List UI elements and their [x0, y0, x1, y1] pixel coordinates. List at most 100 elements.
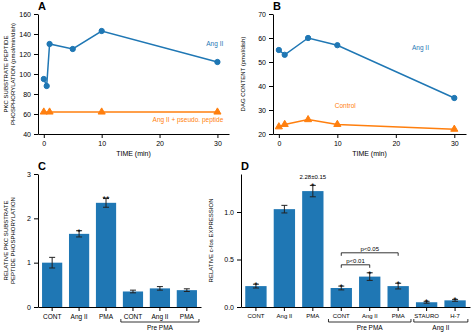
x-axis-tick: PMA [392, 307, 405, 319]
bar [69, 234, 89, 307]
x-axis-tick-label: Ang II [71, 313, 88, 321]
y-axis-tick-label: 3 [27, 171, 31, 178]
y-axis-label: DAG CONTENT (pmol/dish) [240, 37, 246, 112]
y-axis-tick-label: 0.0 [224, 304, 234, 311]
x-axis-tick-mark [341, 307, 342, 311]
x-axis-line [39, 307, 202, 308]
y-axis-tick-label: 0 [27, 304, 31, 311]
series-line [44, 111, 218, 113]
x-axis-tick: CONT [333, 307, 350, 319]
x-axis-tick: 0 [42, 134, 46, 147]
x-axis-tick-mark [312, 307, 313, 311]
y-axis: 0.00.51.0 [224, 175, 241, 311]
y-axis-line [38, 15, 39, 135]
x-axis-tick-label: 30 [214, 140, 222, 147]
plot-area [275, 35, 458, 131]
x-axis-tick-label: CONT [124, 313, 142, 320]
y-axis-tick-label: 70 [258, 11, 266, 18]
error-bar [130, 290, 136, 293]
y-axis-line [273, 15, 274, 135]
y-axis-tick: 70 [258, 11, 273, 18]
x-axis-tick: PMA [99, 307, 114, 320]
bar [123, 291, 143, 307]
x-axis-tick-label: 20 [392, 140, 400, 147]
bar [42, 263, 62, 307]
series-marker [335, 43, 340, 48]
x-axis-tick-mark [426, 307, 427, 311]
x-axis-tick: 0 [277, 134, 281, 147]
y-axis-tick: 0 [27, 304, 38, 311]
y-axis-tick-label: 30 [258, 107, 266, 114]
x-axis-tick-label: 0 [277, 140, 281, 147]
y-axis-label-line: PHOSPHORYLATION (pmol/min/dish) [10, 23, 16, 125]
plot-area [40, 28, 221, 114]
x-axis-tick-mark [132, 307, 133, 311]
series-marker [70, 46, 75, 51]
panel: D0.00.51.0RELATIVE c-fos EXPRESSIONCONTA… [208, 160, 471, 332]
x-axis-tick-mark [396, 134, 397, 138]
y-axis-tick: 40 [258, 83, 273, 90]
y-axis-tick: 140 [19, 31, 38, 38]
series-marker [214, 108, 221, 114]
x-axis-tick-mark [106, 307, 107, 311]
x-axis-tick: Ang II [71, 307, 88, 321]
x-axis-tick: 30 [214, 134, 222, 147]
x-axis: CONTAng IIPMACONTAng IIPMASTAUROH-7 [242, 307, 471, 319]
annotation: * [425, 297, 429, 307]
y-axis: 0123 [27, 171, 38, 311]
title: D [241, 160, 249, 172]
annotation: * [311, 181, 315, 191]
group-label: Pre PMA [147, 324, 174, 331]
bracket-label: p<0.05 [360, 246, 379, 252]
x-axis-tick-mark [455, 307, 456, 311]
x-axis-tick-label: Ang II [277, 313, 293, 319]
group-bracket [414, 319, 468, 322]
y-axis-label-line: DAG CONTENT (pmol/dish) [240, 37, 246, 112]
x-axis-tick-mark [255, 307, 256, 311]
y-axis-label-line: RELATIVE PKC SUBSTRATE [3, 201, 9, 281]
significance-bracket [341, 265, 369, 268]
y-axis-tick: 120 [19, 51, 38, 58]
bar [177, 290, 197, 307]
series-marker [46, 108, 53, 114]
y-axis-tick-mark [237, 260, 241, 261]
y-axis-tick-mark [269, 86, 273, 87]
y-axis-tick: 0.0 [224, 304, 241, 311]
series-marker [99, 28, 104, 33]
x-axis-tick-mark [44, 134, 45, 138]
y-axis: 406080100120140160 [19, 11, 38, 138]
annotation: * [77, 227, 81, 237]
x-axis-tick-label: PMA [99, 313, 114, 320]
series-marker [305, 35, 310, 40]
y-axis-tick-label: 50 [258, 59, 266, 66]
x-axis-tick-label: CONT [43, 313, 61, 320]
y-axis-tick: 3 [27, 171, 38, 178]
y-axis-line [241, 175, 242, 308]
annotation: * [254, 280, 258, 290]
y-axis-tick: 1 [27, 259, 38, 266]
x-axis-tick: Ang II [362, 307, 378, 319]
y-axis-tick-label: 60 [258, 35, 266, 42]
bar [359, 277, 380, 307]
series-marker [452, 95, 457, 100]
x-axis-tick-label: 20 [156, 140, 164, 147]
y-axis-tick-label: 40 [23, 131, 31, 138]
y-axis-tick: 0.5 [224, 256, 241, 263]
x-axis-tick: 10 [334, 134, 342, 147]
y-axis-tick-mark [269, 134, 273, 135]
x-axis-tick: 30 [451, 134, 459, 147]
figure: A406080100120140160PKC SUBSTRATE PEPTIDE… [0, 0, 474, 335]
series-marker [451, 125, 458, 131]
series-label: Ang II [412, 44, 429, 52]
x-axis-tick: PMA [180, 307, 195, 320]
y-axis-tick: 160 [19, 11, 38, 18]
x-axis-tick: PMA [306, 307, 319, 319]
y-axis-label: RELATIVE PKC SUBSTRATEPEPTIDE PHOSPHORYL… [3, 197, 16, 284]
series-label: Control [335, 102, 357, 109]
series-label: Ang II [206, 40, 223, 48]
y-axis-tick-mark [269, 110, 273, 111]
group-label: Ang II [432, 324, 449, 332]
y-axis-tick-label: 80 [23, 91, 31, 98]
x-axis-tick: Ang II [277, 307, 293, 319]
y-axis-label: RELATIVE c-fos EXPRESSION [208, 199, 214, 283]
